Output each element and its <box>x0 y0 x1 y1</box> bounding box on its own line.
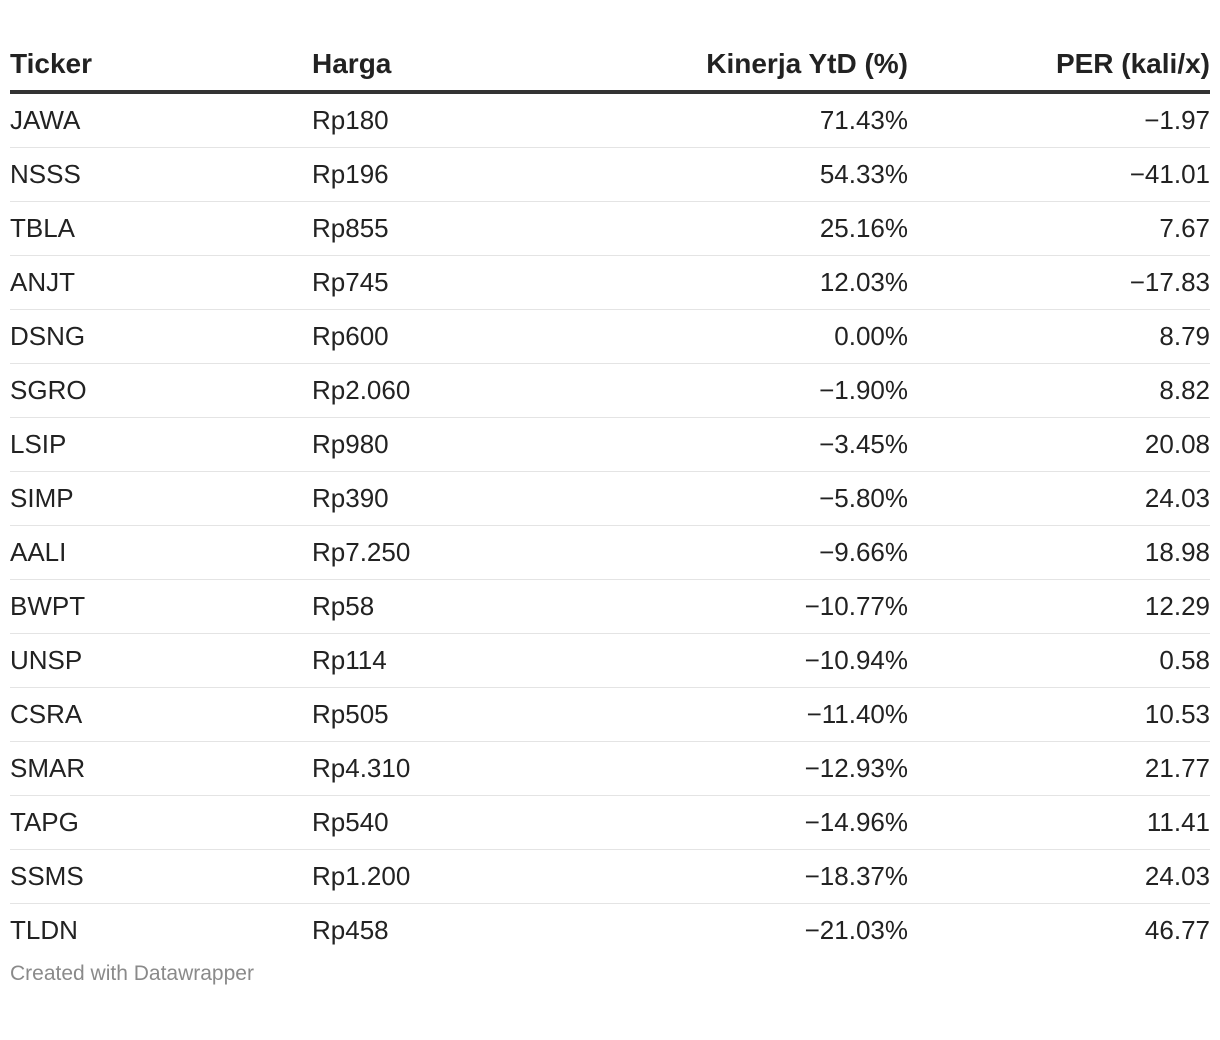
cell-harga: Rp600 <box>312 309 610 364</box>
table-row: SGRO Rp2.060 −1.90% 8.82 <box>10 363 1210 418</box>
cell-per: 8.79 <box>908 309 1210 364</box>
cell-ticker: TAPG <box>10 795 312 850</box>
table-row: CSRA Rp505 −11.40% 10.53 <box>10 687 1210 742</box>
table-row: UNSP Rp114 −10.94% 0.58 <box>10 633 1210 688</box>
cell-per: 21.77 <box>908 741 1210 796</box>
table-row: TBLA Rp855 25.16% 7.67 <box>10 201 1210 256</box>
cell-harga: Rp980 <box>312 417 610 472</box>
cell-per: 0.58 <box>908 633 1210 688</box>
cell-ticker: AALI <box>10 525 312 580</box>
cell-harga: Rp4.310 <box>312 741 610 796</box>
data-table: Ticker Harga Kinerja YtD (%) PER (kali/x… <box>10 38 1210 957</box>
cell-per: 46.77 <box>1144 915 1210 945</box>
cell-harga: Rp855 <box>312 201 610 256</box>
cell-harga: Rp505 <box>312 687 610 742</box>
cell-per: 7.67 <box>908 201 1210 256</box>
cell-harga: Rp7.250 <box>312 525 610 580</box>
cell-kinerja: 71.43% <box>610 92 908 148</box>
table-row: DSNG Rp600 0.00% 8.79 <box>10 309 1210 364</box>
cell-per: 24.03 <box>908 849 1210 904</box>
cell-per: 8.82 <box>908 363 1210 418</box>
cell-ticker: ANJT <box>10 255 312 310</box>
cell-ticker: SIMP <box>10 471 312 526</box>
cell-kinerja: −3.45% <box>610 417 908 472</box>
cell-per: −41.01 <box>908 147 1210 202</box>
cell-ticker: CSRA <box>10 687 312 742</box>
cell-kinerja: 0.00% <box>610 309 908 364</box>
cell-harga: Rp745 <box>312 255 610 310</box>
table-header: Ticker Harga Kinerja YtD (%) PER (kali/x… <box>10 38 1210 94</box>
cell-per: 12.29 <box>908 579 1210 634</box>
table-row: LSIP Rp980 −3.45% 20.08 <box>10 417 1210 472</box>
cell-ticker: SMAR <box>10 741 312 796</box>
cell-harga: Rp114 <box>312 633 610 688</box>
table-row: TAPG Rp540 −14.96% 11.41 <box>10 795 1210 850</box>
cell-kinerja: −9.66% <box>610 525 908 580</box>
cell-harga: Rp58 <box>312 579 610 634</box>
cell-ticker: SGRO <box>10 363 312 418</box>
cell-ticker: UNSP <box>10 633 312 688</box>
cell-ticker: JAWA <box>10 92 312 148</box>
datawrapper-credit: Created with Datawrapper <box>10 962 254 985</box>
cell-kinerja: 54.33% <box>610 147 908 202</box>
cell-kinerja: −11.40% <box>610 687 908 742</box>
cell-ticker: DSNG <box>10 309 312 364</box>
cell-harga: Rp2.060 <box>312 363 610 418</box>
cell-per: −1.97 <box>908 92 1210 148</box>
column-header-per[interactable]: PER (kali/x) <box>908 38 1210 94</box>
table-row: AALI Rp7.250 −9.66% 18.98 <box>10 525 1210 580</box>
cell-ticker: BWPT <box>10 579 312 634</box>
cell-harga: Rp458 <box>312 915 389 945</box>
cell-kinerja: −21.03% <box>804 915 908 945</box>
cell-harga: Rp180 <box>312 92 610 148</box>
cell-kinerja: −12.93% <box>610 741 908 796</box>
cell-harga: Rp196 <box>312 147 610 202</box>
cell-harga: Rp540 <box>312 795 610 850</box>
cell-per: 18.98 <box>908 525 1210 580</box>
cell-kinerja: 12.03% <box>610 255 908 310</box>
cell-kinerja: −18.37% <box>610 849 908 904</box>
table-row: SIMP Rp390 −5.80% 24.03 <box>10 471 1210 526</box>
table-row: BWPT Rp58 −10.77% 12.29 <box>10 579 1210 634</box>
cell-ticker: SSMS <box>10 849 312 904</box>
cell-ticker: NSSS <box>10 147 312 202</box>
cell-per: 11.41 <box>908 795 1210 850</box>
cell-ticker: TLDN <box>10 915 78 945</box>
cell-per: 10.53 <box>908 687 1210 742</box>
cell-kinerja: −10.77% <box>610 579 908 634</box>
table-row: SSMS Rp1.200 −18.37% 24.03 <box>10 849 1210 904</box>
cell-ticker: TBLA <box>10 201 312 256</box>
table-row: SMAR Rp4.310 −12.93% 21.77 <box>10 741 1210 796</box>
table-row: ANJT Rp745 12.03% −17.83 <box>10 255 1210 310</box>
cell-kinerja: −1.90% <box>610 363 908 418</box>
cell-harga: Rp390 <box>312 471 610 526</box>
header-row: Ticker Harga Kinerja YtD (%) PER (kali/x… <box>10 38 1210 94</box>
cell-per: 20.08 <box>908 417 1210 472</box>
table-row: NSSS Rp196 54.33% −41.01 <box>10 147 1210 202</box>
cell-per: −17.83 <box>908 255 1210 310</box>
cell-kinerja: −10.94% <box>610 633 908 688</box>
cell-kinerja: −5.80% <box>610 471 908 526</box>
column-header-harga[interactable]: Harga <box>312 38 610 94</box>
table-body: JAWA Rp180 71.43% −1.97 NSSS Rp196 54.33% −41.0… <box>10 92 1210 957</box>
table-container: Ticker Harga Kinerja YtD (%) PER (kali/x… <box>10 0 1210 985</box>
table-row: TLDN Rp458 −21.03% 46.77 <box>10 904 1210 958</box>
column-header-ticker[interactable]: Ticker <box>10 38 312 94</box>
column-header-kinerja[interactable]: Kinerja YtD (%) <box>610 38 908 94</box>
cell-kinerja: 25.16% <box>610 201 908 256</box>
cell-ticker: LSIP <box>10 417 312 472</box>
cell-harga: Rp1.200 <box>312 849 610 904</box>
table-row: JAWA Rp180 71.43% −1.97 <box>10 92 1210 148</box>
cell-kinerja: −14.96% <box>610 795 908 850</box>
cell-per: 24.03 <box>908 471 1210 526</box>
